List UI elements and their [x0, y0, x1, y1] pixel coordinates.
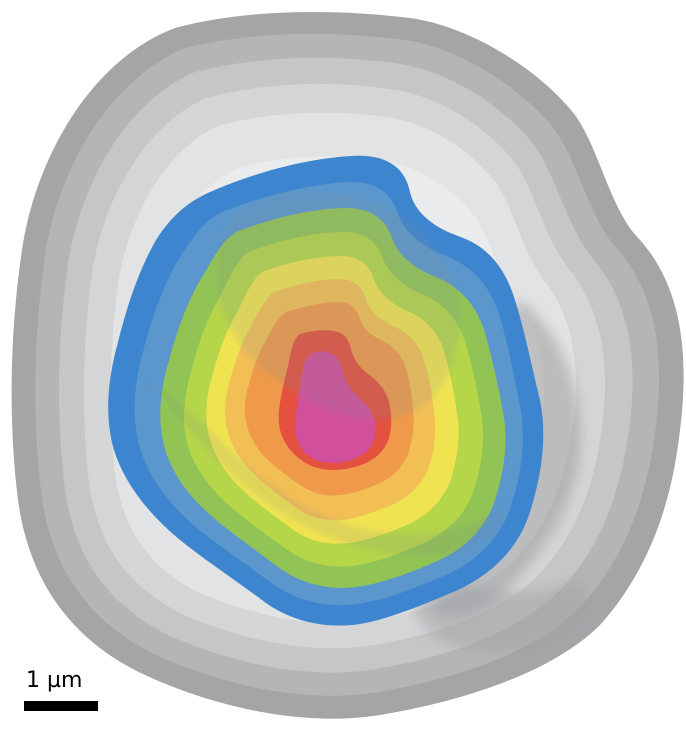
overlay-2 — [150, 380, 505, 556]
cell-shadow — [412, 300, 590, 652]
shadow-right — [430, 300, 581, 618]
scale-bar-label: 1 µm — [26, 668, 83, 693]
overlay-1 — [216, 192, 460, 420]
overlay-shading — [150, 192, 505, 556]
scale-bar — [24, 701, 98, 711]
shadow-lower — [412, 570, 590, 652]
